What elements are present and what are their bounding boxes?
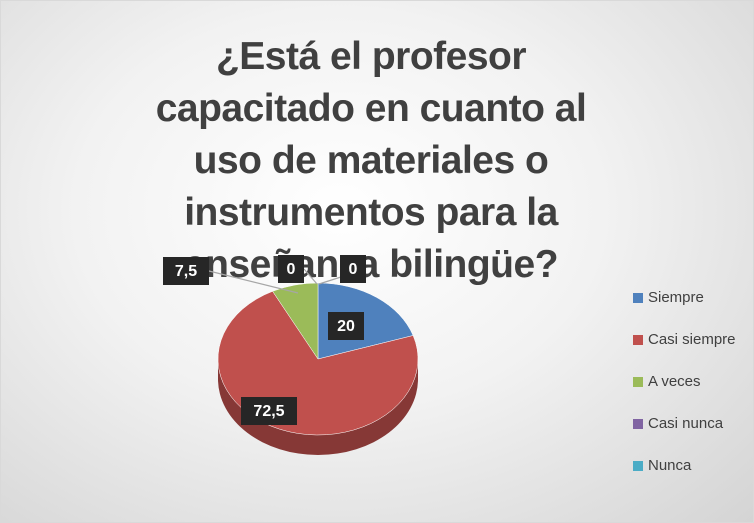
legend-swatch (633, 419, 643, 429)
leader-line (208, 270, 299, 294)
legend-label: Casi siempre (648, 331, 736, 348)
legend-swatch (633, 335, 643, 345)
legend-swatch (633, 293, 643, 303)
data-label-box (278, 255, 304, 283)
data-label: 0 (349, 261, 358, 278)
data-label-box (163, 257, 209, 285)
data-label: 7,5 (175, 263, 197, 280)
legend-label: A veces (648, 373, 701, 390)
data-label-box (340, 255, 366, 283)
chart-title: ¿Está el profesor capacitado en cuanto a… (155, 35, 587, 286)
legend-label: Siempre (648, 289, 704, 306)
data-label: 0 (287, 261, 296, 278)
data-label-box (241, 397, 297, 425)
slice (272, 282, 319, 360)
legend-swatch (633, 461, 643, 471)
data-label: 72,5 (253, 403, 284, 420)
data-label: 20 (337, 318, 355, 335)
legend-label: Casi nunca (648, 415, 724, 432)
data-label-box (328, 312, 364, 340)
slice-side (218, 359, 418, 455)
leader-line (303, 268, 318, 285)
legend-label: Nunca (648, 457, 692, 474)
legend-swatch (633, 377, 643, 387)
